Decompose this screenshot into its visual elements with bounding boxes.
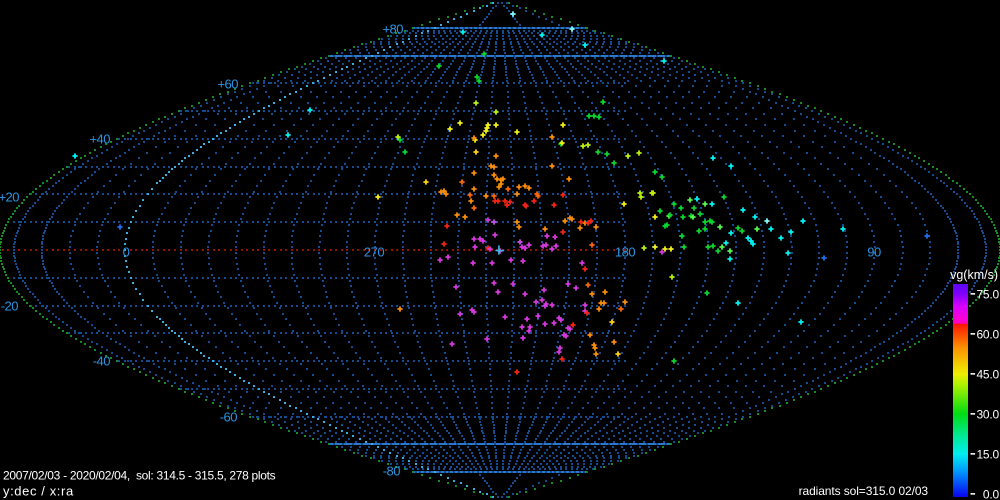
svg-text:60.0: 60.0 — [976, 327, 999, 341]
svg-text:75.0: 75.0 — [976, 287, 999, 301]
svg-text:vg(km/s): vg(km/s) — [950, 268, 998, 282]
svg-text:y:dec / x:ra: y:dec / x:ra — [3, 484, 74, 499]
svg-text:-20: -20 — [1, 299, 19, 314]
svg-text:15.0: 15.0 — [976, 447, 999, 461]
svg-text:30.0: 30.0 — [976, 407, 999, 421]
svg-text:+40: +40 — [89, 132, 110, 147]
svg-text:-60: -60 — [220, 410, 238, 425]
svg-text:-80: -80 — [383, 464, 401, 479]
svg-text:radiants sol=315.0 02/03: radiants sol=315.0 02/03 — [799, 484, 929, 498]
svg-text:2007/02/03 - 2020/02/04, sol:: 2007/02/03 - 2020/02/04, sol: 314.5 - 31… — [3, 469, 276, 483]
svg-text:270: 270 — [364, 245, 384, 260]
svg-text:+60: +60 — [217, 77, 238, 92]
svg-text:0.0: 0.0 — [983, 487, 1000, 500]
svg-text:90: 90 — [867, 245, 881, 260]
svg-text:-40: -40 — [93, 354, 111, 369]
svg-text:+80: +80 — [382, 22, 403, 37]
svg-text:180: 180 — [615, 245, 635, 260]
svg-text:+20: +20 — [0, 190, 19, 205]
svg-text:45.0: 45.0 — [976, 367, 999, 381]
svg-text:0: 0 — [123, 245, 130, 260]
